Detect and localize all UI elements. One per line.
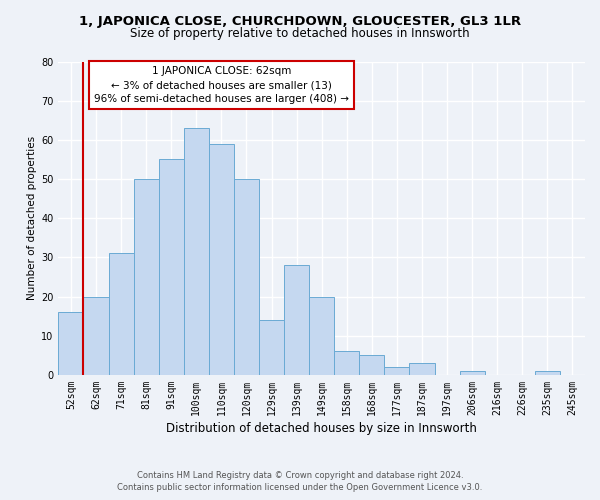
Text: 1, JAPONICA CLOSE, CHURCHDOWN, GLOUCESTER, GL3 1LR: 1, JAPONICA CLOSE, CHURCHDOWN, GLOUCESTE… <box>79 15 521 28</box>
X-axis label: Distribution of detached houses by size in Innsworth: Distribution of detached houses by size … <box>166 422 477 435</box>
Bar <box>535 371 560 375</box>
Text: Contains HM Land Registry data © Crown copyright and database right 2024.
Contai: Contains HM Land Registry data © Crown c… <box>118 471 482 492</box>
Bar <box>334 352 359 375</box>
Bar <box>284 265 309 375</box>
Bar <box>234 179 259 375</box>
Bar <box>385 367 409 375</box>
Bar <box>134 179 159 375</box>
Text: Size of property relative to detached houses in Innsworth: Size of property relative to detached ho… <box>130 28 470 40</box>
Bar <box>359 356 385 375</box>
Bar <box>83 296 109 375</box>
Bar <box>460 371 485 375</box>
Y-axis label: Number of detached properties: Number of detached properties <box>27 136 37 300</box>
Bar <box>259 320 284 375</box>
Bar <box>184 128 209 375</box>
Bar <box>159 160 184 375</box>
Bar <box>109 254 134 375</box>
Bar <box>309 296 334 375</box>
Text: 1 JAPONICA CLOSE: 62sqm
← 3% of detached houses are smaller (13)
96% of semi-det: 1 JAPONICA CLOSE: 62sqm ← 3% of detached… <box>94 66 349 104</box>
Bar <box>209 144 234 375</box>
Bar <box>58 312 83 375</box>
Bar <box>409 363 434 375</box>
